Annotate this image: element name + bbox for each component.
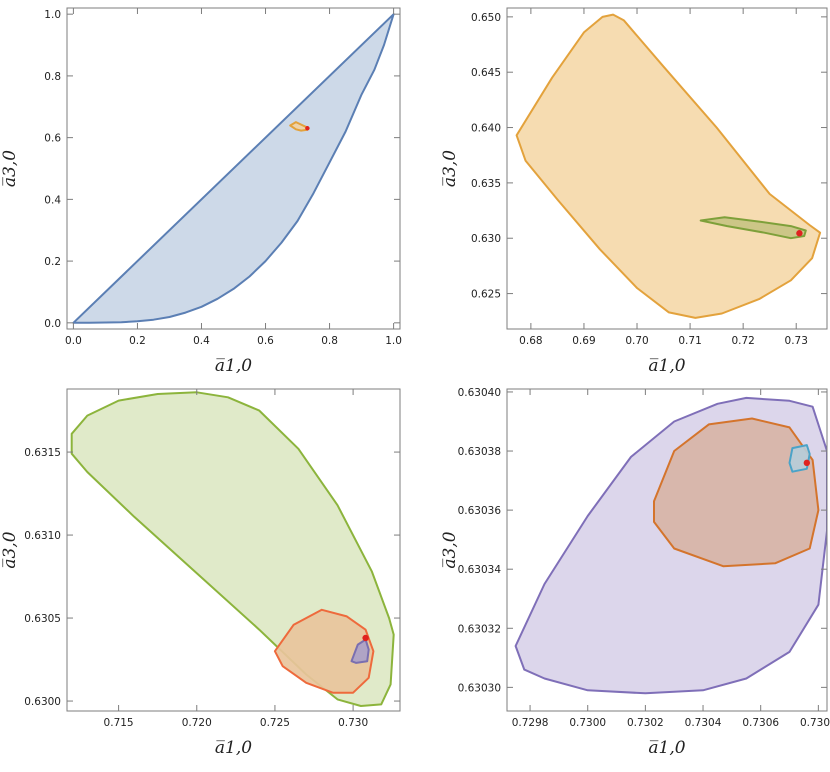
y-tick-label: 0.625 <box>471 289 501 301</box>
y-tick-label: 0.63036 <box>458 505 502 517</box>
x-tick-label: 0.715 <box>104 717 134 729</box>
y-tick-label: 0.6310 <box>24 530 61 542</box>
highlight-point <box>362 634 369 642</box>
panel-top-right: 0.68 0.69 0.70 0.71 0.72 0.73 0.625 0.630 0.635 0… <box>440 7 828 376</box>
y-tick-label: 0.645 <box>471 67 501 79</box>
plot-frame <box>66 388 401 712</box>
x-tick-label: 0.7298 <box>512 717 549 729</box>
y-tick-label: 0.6315 <box>24 447 61 459</box>
x-tick-label: 0.4 <box>193 335 210 347</box>
y-tick-label: 0.640 <box>471 123 501 135</box>
y-tick-label: 0.63034 <box>458 564 502 576</box>
purple-region <box>350 638 370 664</box>
y-axis-label: a̅3,0 <box>440 531 460 568</box>
regions-group <box>72 13 395 324</box>
blue-region <box>72 13 395 324</box>
y-tick-label: 0.8 <box>44 71 61 83</box>
orange-region <box>515 13 822 319</box>
regions-group <box>70 391 395 707</box>
orange-region <box>653 417 820 568</box>
y-axis-label: a̅3,0 <box>440 150 460 187</box>
y-tick-label: 0.650 <box>471 12 501 24</box>
x-axis-label: a̅1,0 <box>648 356 685 376</box>
y-tick-label: 0.6305 <box>24 613 61 625</box>
x-tick-label: 1.0 <box>385 335 402 347</box>
x-tick-label: 0.0 <box>65 335 82 347</box>
x-tick-label: 0.725 <box>260 717 290 729</box>
x-tick-label: 0.68 <box>519 335 542 347</box>
y-tick-label: 0.635 <box>471 178 501 190</box>
x-axis-label: a̅1,0 <box>215 738 252 758</box>
plot-frame <box>66 7 401 330</box>
y-tick-label: 0.630 <box>471 233 501 245</box>
x-tick-label: 0.72 <box>731 335 754 347</box>
x-axis-label: a̅1,0 <box>648 738 685 758</box>
y-tick-label: 0.0 <box>44 318 61 330</box>
y-axis-label: a̅3,0 <box>0 531 20 568</box>
y-tick-label: 1.0 <box>44 9 61 21</box>
x-tick-label: 0.7306 <box>742 717 779 729</box>
panel-top-left: 0.0 0.2 0.4 0.6 0.8 1.0 0.0 0.2 0.4 0.6 0.8 1.0 a̅1,… <box>0 7 402 376</box>
highlight-point <box>305 126 310 131</box>
x-tick-label: 0.7302 <box>627 717 664 729</box>
y-tick-label: 0.4 <box>44 194 61 206</box>
green-region <box>699 216 807 240</box>
y-axis-label: a̅3,0 <box>0 150 20 187</box>
y-tick-label: 0.6300 <box>24 696 61 708</box>
y-tick-label: 0.63040 <box>458 387 501 399</box>
x-tick-label: 0.71 <box>678 335 701 347</box>
plot-frame <box>506 388 828 712</box>
x-tick-label: 0.70 <box>625 335 648 347</box>
x-tick-label: 0.7304 <box>685 717 722 729</box>
x-tick-label: 0.730 <box>338 717 368 729</box>
x-tick-label: 0.6 <box>257 335 274 347</box>
panel-bottom-right: 0.7298 0.7300 0.7302 0.7304 0.7306 0.7308 0.63… <box>440 387 830 758</box>
x-tick-label: 0.7300 <box>569 717 606 729</box>
panel-bottom-left: 0.715 0.720 0.725 0.730 0.6300 0.6305 0.6310 0.… <box>0 388 401 758</box>
y-tick-label: 0.63032 <box>458 623 501 635</box>
highlight-point <box>796 230 803 237</box>
x-tick-label: 0.720 <box>182 717 212 729</box>
y-tick-label: 0.6 <box>44 133 61 145</box>
regions-group <box>514 396 827 695</box>
x-tick-label: 0.8 <box>321 335 338 347</box>
y-tick-label: 0.63038 <box>458 446 501 458</box>
y-tick-label: 0.63030 <box>458 682 501 694</box>
x-tick-label: 0.69 <box>572 335 595 347</box>
x-tick-label: 0.73 <box>785 335 808 347</box>
regions-group <box>515 13 822 319</box>
y-tick-label: 0.2 <box>44 256 61 268</box>
plot-frame <box>506 7 828 330</box>
highlight-point <box>803 459 811 467</box>
x-tick-label: 0.7308 <box>800 717 830 729</box>
cyan-region <box>788 444 811 473</box>
x-tick-label: 0.2 <box>129 335 146 347</box>
x-axis-label: a̅1,0 <box>215 356 252 376</box>
orange-region <box>273 608 375 694</box>
